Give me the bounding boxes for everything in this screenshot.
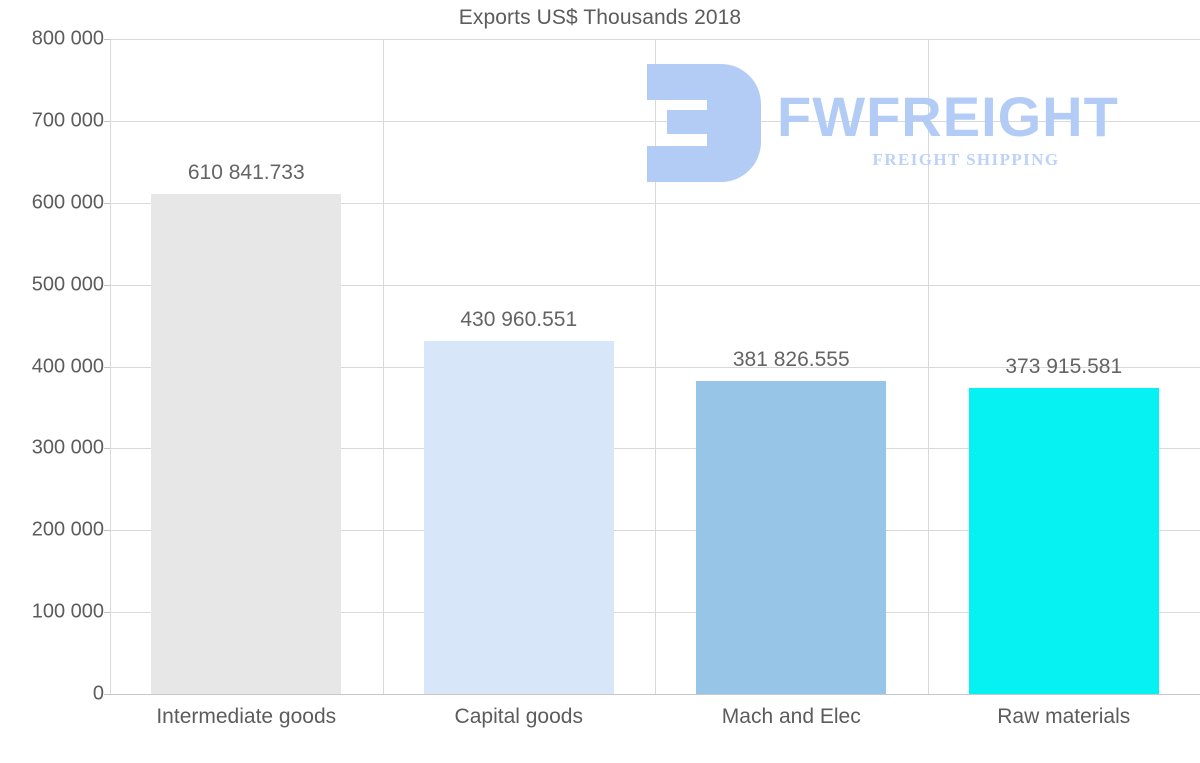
y-axis-tick-label: 500 000 xyxy=(31,273,104,296)
bar[interactable] xyxy=(423,341,614,694)
gridline-vertical xyxy=(110,39,111,694)
y-axis-tick-mark xyxy=(104,612,111,614)
bar[interactable] xyxy=(696,381,887,694)
y-axis-tick-label: 400 000 xyxy=(31,355,104,377)
gridline-vertical xyxy=(382,39,384,694)
y-axis-tick-mark xyxy=(104,530,111,532)
bar-value-label: 610 841.733 xyxy=(187,160,305,184)
plot-area xyxy=(110,39,1200,695)
y-axis-tick-mark xyxy=(104,694,111,695)
y-axis-tick-label: 100 000 xyxy=(31,600,104,623)
y-axis-tick-label: 300 000 xyxy=(31,436,104,459)
x-axis-tick-label: Capital goods xyxy=(454,705,583,728)
chart-title: Exports US$ Thousands 2018 xyxy=(458,6,742,29)
y-axis-tick-mark xyxy=(104,39,111,40)
y-axis-tick-mark xyxy=(104,120,111,122)
gridline-horizontal xyxy=(110,694,1200,695)
y-axis: 0 100 000 200 000 300 000 400 000 500 000 600 … xyxy=(0,0,111,763)
bar-value-label: 381 826.555 xyxy=(732,348,850,372)
y-axis-tick-mark xyxy=(104,202,111,204)
bar-value-label: 430 960.551 xyxy=(460,308,578,332)
y-axis-tick-label: 0 xyxy=(92,682,104,705)
gridline-vertical xyxy=(655,39,656,694)
y-axis-tick-label: 600 000 xyxy=(31,191,104,214)
y-axis-tick-label: 800 000 xyxy=(31,27,104,50)
gridline-vertical xyxy=(927,39,929,694)
y-axis-tick-mark xyxy=(104,284,111,286)
x-axis-tick-label: Raw materials xyxy=(997,705,1131,728)
x-axis-tick-label: Intermediate goods xyxy=(156,705,337,728)
bar-value-label: 373 915.581 xyxy=(1005,354,1123,378)
bar[interactable] xyxy=(968,387,1159,694)
y-axis-tick-mark xyxy=(104,448,111,450)
bar[interactable] xyxy=(151,193,342,694)
y-axis-tick-label: 200 000 xyxy=(31,518,104,541)
y-axis-tick-label: 700 000 xyxy=(31,109,104,132)
y-axis-tick-mark xyxy=(104,366,111,368)
x-axis-tick-label: Mach and Elec xyxy=(721,705,861,728)
